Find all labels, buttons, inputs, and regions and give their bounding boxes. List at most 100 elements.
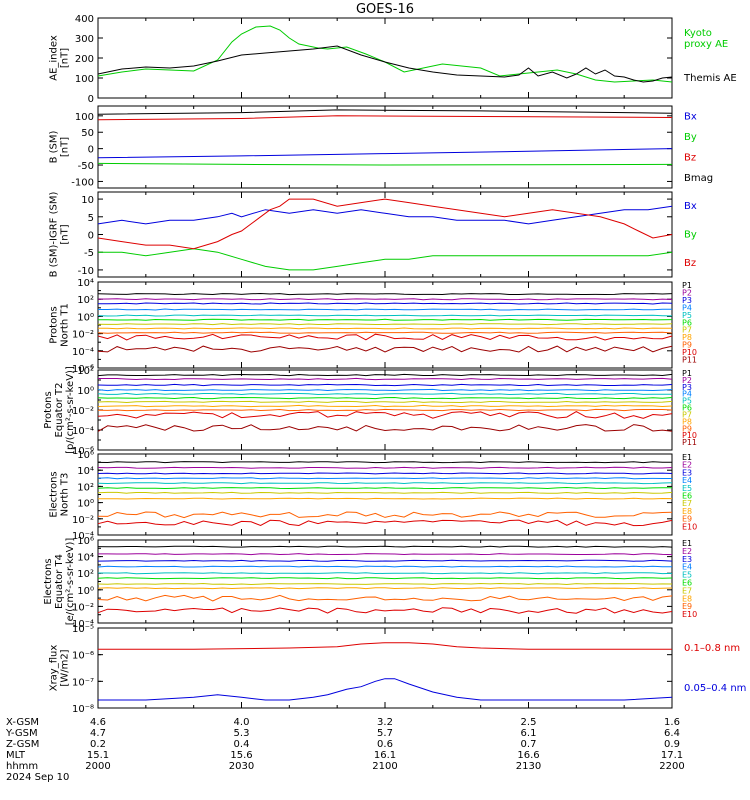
series-line-e9 (97, 511, 673, 519)
legend-e2: E2 (682, 461, 692, 470)
y-tick-label: 10⁻² (72, 515, 94, 526)
legend-e6: E6 (682, 492, 692, 501)
y-axis-label: ProtonsNorth T1 (49, 303, 71, 347)
legend-p7: P7 (682, 410, 692, 419)
y-axis-label: ElectronsEquator T4[e/(cm²-s-sr-keV)] (43, 538, 76, 626)
legend-p3: P3 (682, 296, 692, 305)
y-axis-label-line: Equator T4 (54, 554, 65, 609)
y-axis-label-line: [nT] (60, 137, 71, 157)
x-axis-tick-label: 15.6 (230, 750, 252, 761)
panel-3: -10 -5 0 5 10 B (SM)-IGRF (SM)[nT] Bx By Bz (49, 191, 697, 278)
legend-e10: E10 (682, 610, 697, 619)
y-tick-label: 10⁻⁴ (72, 619, 94, 630)
series-line-e5 (97, 482, 673, 485)
series-line-p1 (97, 292, 673, 296)
y-tick-label: -50 (78, 161, 94, 172)
series-line-0-05-0-4-nm (98, 678, 673, 701)
x-axis-tick-label: 2100 (372, 761, 397, 772)
legend-entry-line: Bmag (684, 173, 713, 184)
legend-entry-line: Bz (684, 152, 696, 163)
x-axis-tick-label: 16.1 (374, 750, 396, 761)
y-axis-label-line: [W/m2] (60, 649, 71, 686)
legend-entry: 0.05–0.4 nm (684, 683, 746, 694)
panel-frame (97, 453, 673, 536)
y-tick-label: 10⁻⁴ (72, 347, 94, 358)
series-line-p6 (97, 396, 673, 400)
legend-e3: E3 (682, 555, 692, 564)
legend-p2: P2 (682, 288, 692, 297)
x-axis-tick-label: 6.4 (664, 728, 680, 739)
legend-entry: By (684, 132, 697, 143)
series-line-e1 (97, 545, 673, 548)
series-line-p9 (97, 331, 673, 334)
y-tick-label: 0 (88, 231, 94, 242)
legend-entry: Themis AE (683, 73, 737, 84)
y-tick-label: 10⁰ (77, 386, 94, 397)
series-line-by (97, 162, 673, 166)
legend-e4: E4 (682, 563, 692, 572)
series-line-e5 (98, 572, 673, 575)
series-line-p11 (97, 345, 673, 353)
series-line-e1 (97, 461, 673, 464)
legend-entry-line: 0.05–0.4 nm (684, 683, 746, 694)
legend-p11: P11 (682, 438, 697, 447)
x-axis-row-label: hhmm (6, 761, 38, 772)
x-axis-tick-label: 0.6 (377, 739, 393, 750)
panel-frame (97, 191, 673, 278)
x-axis-tick-label: 17.1 (661, 750, 683, 761)
y-tick-label: 0 (88, 145, 94, 156)
x-axis-tick-label: 3.2 (377, 717, 393, 728)
legend-e9: E9 (682, 602, 692, 611)
panel-1: 0 100 200 300 400 AE_index[nT] Kyoto proxy AE Th… (49, 14, 737, 105)
x-axis-tick-label: 2200 (659, 761, 684, 772)
x-axis-tick-label: 0.2 (90, 739, 106, 750)
y-tick-label: 10⁻⁵ (72, 624, 94, 635)
legend-e8: E8 (682, 594, 692, 603)
plot-title: GOES-16 (356, 2, 414, 17)
legend-entry-line: proxy AE (684, 39, 728, 50)
series-line-p5 (97, 314, 673, 317)
y-tick-label: 10⁶ (77, 536, 94, 547)
y-tick-label: 10⁻⁶ (72, 364, 94, 375)
y-tick-label: 10⁻² (72, 406, 94, 417)
legend-entry: Bz (684, 258, 696, 269)
legend-entry: Bmag (684, 173, 713, 184)
legend-entry-line: Kyoto (684, 28, 712, 39)
legend-entry-line: 0.1–0.8 nm (684, 643, 740, 654)
series-line-e6 (97, 486, 672, 490)
x-axis-tick-label: 4.0 (234, 717, 250, 728)
y-axis-label: AE_index[nT] (49, 35, 71, 81)
y-axis-label-line: Electrons (43, 558, 54, 604)
y-tick-label: 10⁶ (77, 450, 94, 461)
series-line-e3 (97, 559, 673, 562)
y-axis-label-line: B (SM)-IGRF (SM) (49, 192, 60, 278)
y-tick-label: 400 (75, 14, 94, 25)
y-axis-label: ElectronsNorth T3 (49, 471, 71, 517)
x-axis-tick-label: 2030 (229, 761, 254, 772)
y-axis-label-line: [p/(cm²-s-sr-keV)] (65, 366, 76, 454)
y-tick-label: 10⁻⁷ (72, 677, 94, 688)
x-axis-tick-label: 2000 (85, 761, 110, 772)
legend-entry: Bx (684, 111, 697, 122)
legend-entry-line: Bx (684, 201, 697, 212)
series-line-p2 (97, 298, 673, 301)
y-tick-label: 10⁴ (77, 553, 94, 564)
series-line-e8 (97, 587, 673, 590)
legend-p10: P10 (682, 431, 697, 440)
legend-p4: P4 (682, 390, 692, 399)
x-axis-tick-label: 4.6 (90, 717, 106, 728)
legend-e2: E2 (682, 547, 692, 556)
y-tick-label: 10⁻⁶ (72, 446, 94, 457)
y-tick-label: -100 (71, 177, 94, 188)
series-line-e7 (97, 582, 673, 586)
series-line-themis-ae (97, 45, 673, 83)
legend-entry-line: By (684, 230, 697, 241)
y-axis-label-line: Protons (49, 306, 60, 343)
series-line-p2 (98, 377, 673, 381)
y-axis-label: Xray_flux[W/m2] (49, 645, 71, 692)
legend-e5: E5 (682, 571, 692, 580)
series-line-e9 (97, 594, 673, 602)
